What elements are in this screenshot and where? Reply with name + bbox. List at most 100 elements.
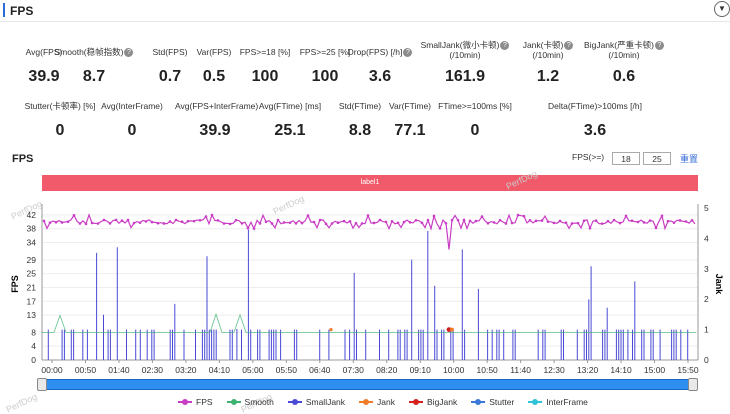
fps-point (468, 219, 472, 223)
x-tick-label: 05:50 (276, 365, 298, 375)
stat-value: 0.7 (158, 68, 182, 85)
legend-item-stutter[interactable]: Stutter (471, 397, 514, 407)
fps-point (198, 218, 202, 222)
fps-point (492, 221, 496, 224)
series-fps (43, 213, 696, 250)
stat-label-wrap: Jank(卡顿)? (508, 40, 588, 51)
legend-swatch-icon (409, 399, 424, 405)
jank-point (450, 327, 454, 332)
fps-point (222, 222, 226, 225)
help-icon[interactable]: ? (564, 41, 574, 51)
reset-button[interactable]: 重置 (680, 154, 699, 164)
section-header: FPS ▼ (0, 0, 730, 22)
stat-row1-6: Drop(FPS) [/h]? 3.6 (340, 47, 420, 85)
fps-point (204, 215, 208, 218)
fps-point (168, 220, 172, 223)
fps-point (72, 214, 76, 217)
stat-value: 0.6 (612, 68, 636, 85)
stat-row1-7: SmallJank(微小卡顿)? (/10min) 161.9 (415, 40, 515, 85)
fps-point (486, 221, 490, 225)
stat-value: 25.1 (274, 122, 306, 139)
fps-point (636, 220, 640, 224)
stat-row2-7: Delta(FTime)>100ms [/h] 3.6 (535, 101, 655, 139)
fps-point (66, 220, 70, 224)
fps-point (684, 220, 688, 223)
fps-threshold-high-input[interactable] (643, 152, 671, 165)
y2-tick-label: 5 (704, 203, 709, 213)
fps-threshold-label: FPS(>=) (572, 152, 605, 162)
fps-point (324, 222, 328, 226)
fps-point (144, 220, 148, 223)
chart-title: FPS (12, 153, 34, 165)
fps-point (276, 218, 280, 222)
fps-point (270, 222, 274, 225)
stat-value: 8.7 (82, 68, 106, 85)
stat-label-wrap: Drop(FPS) [/h]? (340, 47, 420, 58)
legend-item-smooth[interactable]: Smooth (226, 397, 274, 407)
fps-point (258, 222, 262, 225)
scrollbar-right-handle[interactable] (688, 378, 698, 391)
help-icon[interactable]: ? (500, 41, 510, 51)
legend-label: SmallJank (305, 397, 346, 407)
legend-item-smalljank[interactable]: SmallJank (287, 397, 346, 407)
y2-tick-label: 2 (704, 294, 709, 304)
stat-label-wrap: SmallJank(微小卡顿)? (415, 40, 515, 51)
legend-item-interframe[interactable]: InterFrame (528, 397, 588, 407)
fps-point (240, 222, 244, 225)
legend-item-jank[interactable]: Jank (359, 397, 395, 407)
fps-point (540, 219, 544, 222)
stat-value: 39.9 (28, 68, 60, 85)
help-icon[interactable]: ? (654, 41, 664, 51)
fps-threshold-low-input[interactable] (612, 152, 640, 165)
fps-point (342, 219, 346, 223)
fps-point (624, 214, 628, 218)
fps-point (522, 214, 526, 218)
fps-point (102, 218, 106, 222)
stat-row1-2: Std(FPS) 0.7 (130, 47, 210, 85)
legend-swatch-icon (528, 399, 543, 405)
stat-row1-0: Avg(FPS) 39.9 (4, 47, 84, 85)
label-band[interactable]: label1 (42, 175, 698, 191)
fps-point (648, 219, 652, 222)
fps-point (60, 221, 64, 224)
y-tick-label: 25 (27, 269, 37, 279)
fps-point (606, 219, 610, 223)
series-smooth (41, 312, 696, 333)
fps-point (132, 221, 136, 225)
fps-point (318, 218, 322, 222)
x-tick-label: 15:00 (644, 365, 666, 375)
fps-point (288, 221, 292, 224)
stat-row2-6: FTime>=100ms [%] 0 (435, 101, 515, 139)
fps-point (306, 214, 310, 217)
stat-row2-3: Avg(FTime) [ms] 25.1 (250, 101, 330, 139)
fps-point (42, 219, 46, 223)
stat-label: BigJank(严重卡顿) (584, 40, 654, 50)
fps-point (210, 213, 214, 217)
x-tick-label: 07:30 (343, 365, 365, 375)
help-icon[interactable]: ? (124, 48, 134, 58)
scrollbar-left-handle[interactable] (37, 378, 47, 391)
legend-swatch-icon (471, 399, 486, 405)
stat-label: Delta(FTime)>100ms [/h] (548, 101, 642, 111)
stat-row2-5: Var(FTime) 77.1 (370, 101, 450, 139)
fps-point (246, 226, 250, 230)
help-icon[interactable]: ? (403, 48, 413, 58)
collapse-chevron-icon[interactable]: ▼ (714, 1, 730, 17)
y2-tick-label: 1 (704, 325, 709, 335)
time-range-scrollbar[interactable] (42, 379, 698, 390)
y-tick-label: 29 (27, 255, 37, 265)
stat-row2-4: Std(FTime) 8.8 (320, 101, 400, 139)
fps-point (378, 218, 382, 222)
legend-item-fps[interactable]: FPS (178, 397, 213, 407)
fps-point (666, 219, 670, 223)
y-tick-label: 17 (27, 296, 37, 306)
fps-point (312, 220, 316, 224)
legend-swatch-icon (359, 399, 374, 405)
x-tick-label: 03:20 (175, 365, 197, 375)
legend-item-bigjank[interactable]: BigJank (409, 397, 457, 407)
y-axis-label: FPS (10, 275, 20, 293)
x-tick-label: 08:20 (376, 365, 398, 375)
fps-point (228, 222, 232, 226)
fps-point (642, 221, 646, 224)
stat-value: 8.8 (348, 122, 372, 139)
